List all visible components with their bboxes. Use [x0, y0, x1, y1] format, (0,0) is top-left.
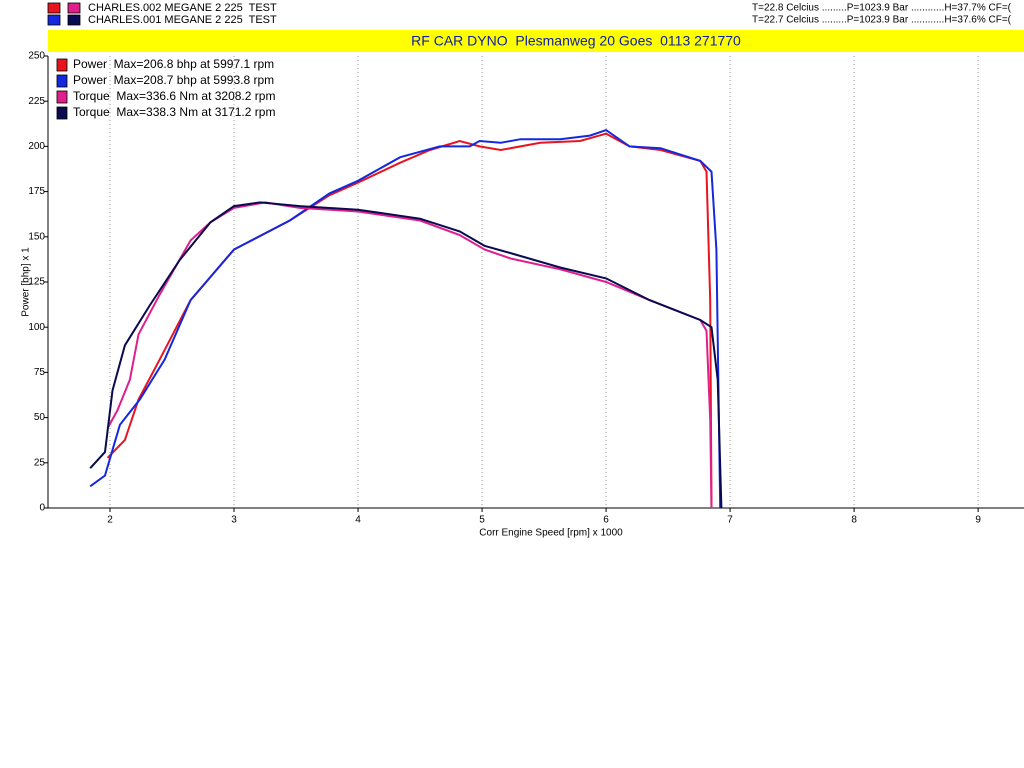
header-label: CHARLES.002 MEGANE 2 225 TEST [88, 2, 277, 14]
y-tick-label: 175 [28, 186, 45, 197]
y-tick-label: 250 [28, 51, 45, 62]
header-conditions: T=22.7 Celcius .........P=1023.9 Bar ...… [752, 15, 1012, 26]
legend-entry: Power Max=208.7 bhp at 5993.8 rpm [73, 73, 274, 87]
power-curve [89, 128, 722, 509]
x-tick-label: 7 [727, 515, 733, 526]
x-tick-label: 6 [603, 515, 609, 526]
power-curve [106, 132, 713, 509]
header-swatch [67, 2, 81, 14]
x-tick-label: 9 [975, 515, 981, 526]
legend-entry: Power Max=206.8 bhp at 5997.1 rpm [73, 57, 274, 71]
y-tick-label: 225 [28, 96, 45, 107]
y-tick-label: 200 [28, 141, 45, 152]
x-tick-label: 4 [355, 515, 361, 526]
header-label: CHARLES.001 MEGANE 2 225 TEST [88, 14, 277, 26]
header-swatch [47, 14, 61, 26]
y-tick-label: 125 [28, 277, 45, 288]
power-curve [106, 201, 713, 509]
y-tick-label: 75 [34, 367, 46, 378]
y-tick-label: 0 [39, 503, 45, 514]
legend-swatch [56, 106, 68, 120]
y-tick-label: 150 [28, 231, 45, 242]
x-tick-label: 2 [107, 515, 113, 526]
chart-title: RF CAR DYNO Plesmanweg 20 Goes 0113 2717… [411, 33, 741, 49]
y-axis-label: Power [bhp] x 1 [21, 247, 32, 317]
legend-swatch [56, 58, 68, 72]
x-tick-label: 5 [479, 515, 485, 526]
header-swatch [67, 14, 81, 26]
y-tick-label: 100 [28, 322, 45, 333]
header-conditions: T=22.8 Celcius .........P=1023.9 Bar ...… [752, 3, 1012, 14]
header-swatch [47, 2, 61, 14]
legend-entry: Torque Max=338.3 Nm at 3171.2 rpm [73, 105, 275, 119]
legend-swatch [56, 74, 68, 88]
legend-swatch [56, 90, 68, 104]
y-tick-label: 25 [34, 457, 46, 468]
title-banner [48, 30, 1024, 52]
x-axis-label: Corr Engine Speed [rpm] x 1000 [479, 528, 623, 539]
y-tick-label: 50 [34, 412, 46, 423]
power-curve [89, 201, 723, 509]
x-tick-label: 3 [231, 515, 237, 526]
legend-entry: Torque Max=336.6 Nm at 3208.2 rpm [73, 89, 275, 103]
x-tick-label: 8 [851, 515, 857, 526]
